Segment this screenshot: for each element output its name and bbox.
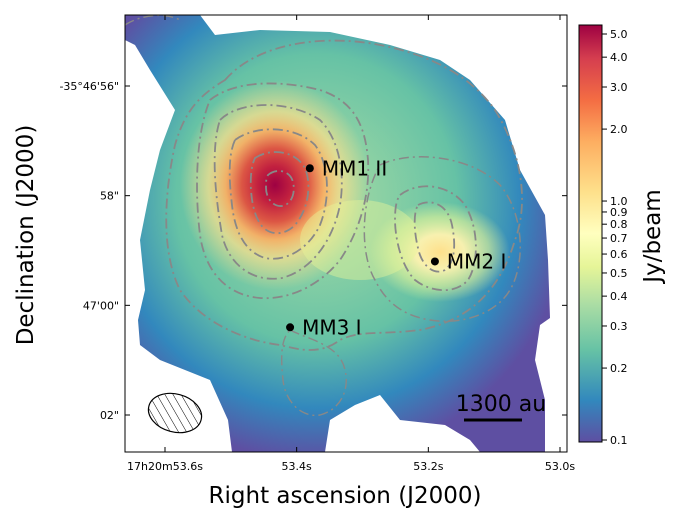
y-tick-label: -35°46'56": [59, 80, 119, 93]
colorbar-tick-label: 5.0: [610, 28, 628, 41]
x-tick-label: 53.4s: [282, 460, 312, 473]
colorbar-tick-label: 3.0: [610, 81, 628, 94]
colorbar-tick-label: 4.0: [610, 51, 628, 64]
x-ticks: 17h20m53.6s 53.4s 53.2s 53.0s: [127, 15, 575, 473]
x-axis-label: Right ascension (J2000): [209, 483, 482, 509]
beam-ellipse: [147, 392, 203, 434]
y-axis-label: Declination (J2000): [13, 125, 39, 346]
source-label: MM3 I: [302, 315, 362, 339]
colorbar-tick-label: 1.0: [610, 195, 628, 208]
bridge-emission: [300, 200, 420, 280]
x-tick-label: 53.2s: [413, 460, 443, 473]
source-label: MM1 II: [322, 156, 387, 180]
plot-frame: [124, 14, 568, 453]
colorbar-ticks: 5.0 4.0 3.0 2.0 1.00.90.80.7 0.6 0.5 0.4 0.3 0.2 0…: [602, 28, 628, 447]
y-ticks: -35°46'56" 58" 47'00" 02": [59, 80, 567, 422]
colorbar-tick-label: 0.1: [610, 434, 628, 447]
source-marker: [430, 257, 439, 266]
colorbar-tick-label: 0.8: [610, 218, 628, 231]
emission-map: [125, 15, 550, 452]
y-tick-label: 58": [100, 190, 119, 203]
x-tick-label: 53.0s: [545, 460, 575, 473]
colorbar-tick-label: 0.5: [610, 267, 628, 280]
colorbar-tick-label: 0.4: [610, 290, 628, 303]
y-tick-label: 47'00": [83, 299, 119, 312]
contours: [125, 15, 523, 416]
x-tick-label: 17h20m53.6s: [127, 460, 203, 473]
colorbar-tick-label: 0.9: [610, 206, 628, 219]
colorbar-tick-label: 2.0: [610, 123, 628, 136]
scalebar-label: 1300 au: [456, 392, 546, 417]
colorbar-tick-label: 0.2: [610, 362, 628, 375]
mm1-emission: [180, 80, 370, 290]
source-markers: MM1 II MM2 I MM3 I: [286, 156, 506, 339]
colorbar-tick-label: 0.3: [610, 320, 628, 333]
colorbar-label: Jy/beam: [640, 189, 666, 284]
source-marker: [286, 323, 295, 332]
source-label: MM2 I: [447, 249, 507, 273]
colorbar-tick-label: 0.7: [610, 232, 628, 245]
source-marker: [305, 164, 314, 173]
mm2-emission: [370, 202, 510, 302]
colorbar-tick-label: 0.6: [610, 248, 628, 261]
y-tick-label: 02": [100, 409, 119, 422]
colorbar: [578, 24, 603, 443]
